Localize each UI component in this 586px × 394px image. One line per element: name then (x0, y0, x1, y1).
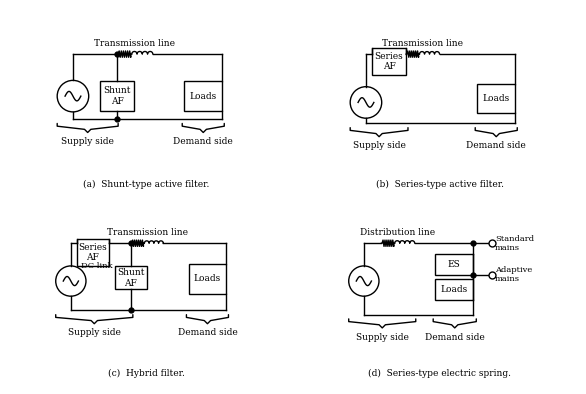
Text: Adaptive
mains: Adaptive mains (495, 266, 533, 283)
Text: Loads: Loads (190, 92, 217, 100)
Bar (435, 254, 473, 275)
Text: DC link: DC link (81, 262, 113, 270)
Text: Transmission line: Transmission line (107, 228, 188, 237)
Text: (d)  Series-type electric spring.: (d) Series-type electric spring. (368, 369, 511, 378)
Text: Transmission line: Transmission line (382, 39, 463, 48)
Text: Supply side: Supply side (68, 328, 121, 337)
Text: Supply side: Supply side (61, 137, 114, 146)
Text: (c)  Hybrid filter.: (c) Hybrid filter. (108, 369, 185, 378)
Bar (185, 82, 222, 111)
Text: Demand side: Demand side (178, 328, 237, 337)
Bar (478, 84, 515, 113)
Bar (77, 239, 108, 266)
Bar (372, 48, 406, 75)
Text: Transmission line: Transmission line (94, 39, 175, 48)
Text: Supply side: Supply side (356, 333, 408, 342)
Text: Shunt
AF: Shunt AF (117, 268, 145, 288)
Text: (a)  Shunt-type active filter.: (a) Shunt-type active filter. (83, 180, 210, 189)
Text: Distribution line: Distribution line (360, 228, 435, 237)
Text: Series
AF: Series AF (374, 52, 403, 71)
Text: Loads: Loads (483, 94, 510, 103)
Text: Standard
mains: Standard mains (495, 235, 534, 252)
Text: Shunt
AF: Shunt AF (103, 86, 131, 106)
Bar (435, 279, 473, 300)
Text: ES: ES (448, 260, 461, 269)
Text: Series
AF: Series AF (79, 243, 107, 262)
Bar (115, 266, 146, 290)
Text: Supply side: Supply side (353, 141, 406, 151)
Text: Demand side: Demand side (173, 137, 233, 146)
Text: Loads: Loads (441, 285, 468, 294)
Text: Demand side: Demand side (425, 333, 485, 342)
Text: Loads: Loads (194, 275, 221, 283)
Text: (b)  Series-type active filter.: (b) Series-type active filter. (376, 180, 503, 189)
Bar (189, 264, 226, 294)
Bar (100, 82, 134, 111)
Text: Demand side: Demand side (466, 141, 526, 151)
